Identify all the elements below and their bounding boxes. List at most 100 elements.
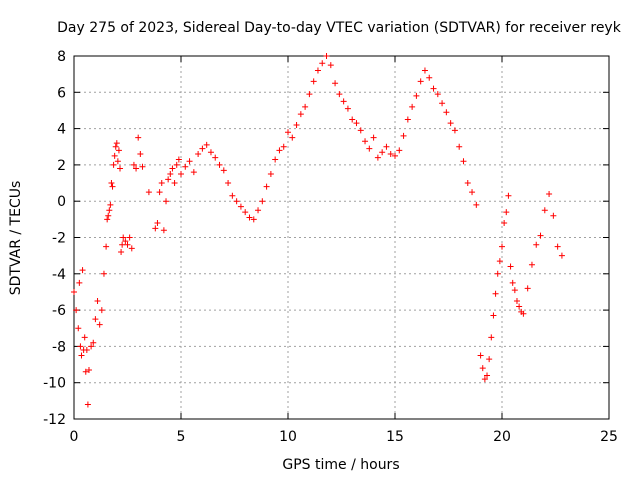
data-point (503, 209, 510, 216)
data-point (96, 321, 103, 328)
data-point (460, 158, 467, 165)
data-point (115, 147, 122, 154)
data-point (225, 180, 232, 187)
data-point (135, 134, 142, 141)
data-point (392, 152, 398, 159)
data-point (90, 339, 97, 346)
y-tick-label: 2 (57, 158, 66, 174)
data-point (110, 161, 117, 168)
data-point (175, 156, 182, 163)
data-point (456, 143, 463, 150)
data-point (182, 163, 189, 170)
data-point (327, 62, 334, 69)
data-point (76, 279, 83, 286)
data-point (505, 192, 512, 199)
y-tick-label: 8 (57, 49, 66, 65)
data-point (404, 116, 411, 123)
data-point (165, 176, 172, 183)
data-point (509, 279, 516, 286)
data-point (479, 365, 486, 372)
y-axis-label: SDTVAR / TECUs (8, 181, 24, 296)
data-point (133, 165, 140, 172)
data-point (114, 158, 121, 165)
y-tick-label: -8 (52, 339, 66, 355)
data-point (319, 60, 326, 67)
data-point (78, 352, 85, 359)
data-point (370, 134, 377, 141)
data-point (374, 154, 381, 161)
y-tick-label: -6 (52, 303, 66, 319)
data-point (484, 372, 491, 379)
chart-title: Day 275 of 2023, Sidereal Day-to-day VTE… (57, 20, 622, 36)
data-point (379, 149, 386, 156)
data-point (443, 109, 450, 116)
data-point (353, 120, 360, 127)
data-point (120, 234, 127, 241)
x-tick-label: 5 (177, 429, 186, 445)
data-point (306, 91, 313, 98)
data-point (163, 198, 170, 205)
data-point (336, 91, 343, 98)
x-tick-label: 15 (386, 429, 404, 445)
data-point (447, 120, 454, 127)
data-point (488, 334, 495, 341)
data-point (396, 147, 403, 154)
data-point (417, 78, 424, 85)
data-point (242, 209, 249, 216)
data-point (106, 207, 113, 214)
data-point (195, 151, 202, 158)
data-point (263, 183, 270, 190)
data-point (98, 307, 105, 314)
data-point (152, 225, 159, 232)
data-point (332, 80, 339, 87)
data-point (533, 241, 540, 248)
data-point (314, 67, 321, 74)
data-point (199, 145, 206, 152)
data-point (272, 156, 279, 163)
data-point (490, 312, 497, 319)
data-point (426, 74, 433, 81)
data-point (537, 232, 544, 239)
data-point (558, 252, 565, 259)
data-point (186, 158, 193, 165)
data-point (323, 53, 330, 59)
data-point (496, 258, 503, 265)
data-point (383, 143, 390, 150)
data-point (212, 154, 219, 161)
data-point (499, 243, 505, 250)
data-point (293, 121, 300, 128)
y-tick-label: -2 (52, 231, 66, 247)
data-point (464, 180, 471, 187)
x-tick-label: 20 (493, 429, 511, 445)
data-point (229, 192, 236, 199)
data-point (550, 212, 557, 219)
data-point (100, 270, 107, 277)
data-point (112, 143, 119, 150)
data-point (280, 143, 287, 150)
data-point (119, 241, 126, 248)
data-point (128, 245, 135, 252)
y-tick-label: -12 (43, 412, 66, 428)
data-point (297, 111, 304, 118)
data-point (117, 165, 124, 172)
data-point (492, 290, 499, 297)
data-point (421, 67, 428, 74)
data-point (109, 183, 116, 190)
data-point (85, 366, 92, 373)
data-point (139, 163, 146, 170)
data-point (105, 212, 112, 219)
x-tick-label: 25 (600, 429, 618, 445)
data-point (477, 352, 484, 359)
data-point (126, 234, 133, 241)
y-tick-label: 0 (57, 194, 66, 210)
data-point (516, 303, 523, 310)
data-point (276, 147, 283, 154)
data-point (79, 267, 86, 274)
data-point (344, 105, 351, 112)
data-point (207, 149, 214, 156)
data-point (486, 356, 493, 363)
data-point (154, 219, 161, 226)
data-point (167, 170, 174, 177)
data-point (171, 180, 178, 187)
